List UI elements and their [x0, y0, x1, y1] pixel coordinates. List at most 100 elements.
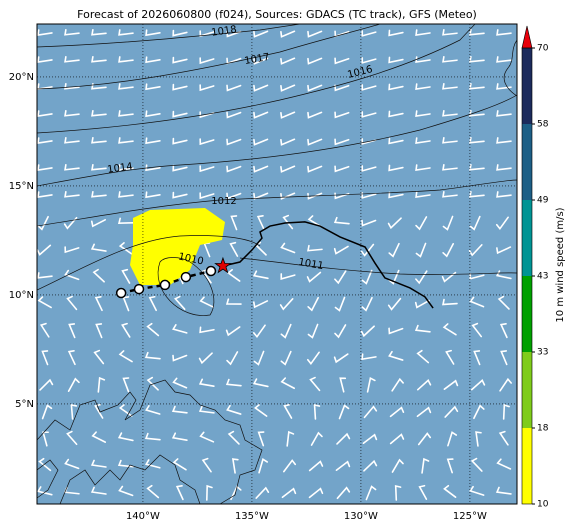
wind-barb [122, 377, 130, 393]
wind-barb [172, 56, 188, 64]
isobar-label: 1010 [177, 251, 204, 267]
wind-barb [470, 379, 486, 391]
wind-barb [365, 485, 377, 501]
wind-barb [172, 137, 188, 145]
wind-barb [91, 136, 107, 144]
colorbar-tick-label: 43 [537, 272, 548, 282]
wind-barb [307, 215, 322, 228]
wind-barb [334, 111, 350, 119]
wind-barb [499, 377, 512, 392]
wind-barb [118, 29, 134, 36]
wind-barb [94, 403, 104, 419]
wind-barb [361, 84, 377, 91]
past-position [133, 283, 145, 295]
wind-barb [67, 377, 80, 392]
wind-barb [256, 215, 265, 231]
wind-barb [92, 268, 105, 283]
wind-barb [68, 323, 76, 339]
colorbar-segment [522, 428, 532, 504]
wind-barb [198, 405, 215, 414]
graticule: 140°W 135°W 130°W 125°W 5°N 10°N 15°N 20°N [9, 24, 517, 522]
wind-barb [93, 349, 105, 365]
wind-barb [280, 350, 292, 366]
wind-barb [280, 377, 296, 390]
wind-barb [469, 55, 485, 63]
lon-tick-label: 130°W [344, 511, 378, 522]
wind-barb [306, 271, 322, 283]
wind-barb [334, 296, 346, 312]
wind-barb [473, 350, 481, 366]
wind-barb [226, 268, 241, 282]
wind-barb [282, 214, 294, 230]
wind-barb [37, 272, 53, 279]
wind-barb [252, 270, 269, 280]
wind-barb [145, 29, 161, 37]
wind-barb [388, 242, 400, 258]
wind-barb [442, 323, 457, 336]
wind-barb [252, 378, 269, 388]
isobar [37, 24, 476, 134]
wind-barb [391, 377, 404, 392]
wind-barb [37, 191, 53, 198]
wind-barb [121, 322, 131, 338]
wind-barb [199, 138, 215, 146]
wind-barb [388, 269, 400, 285]
wind-barb [145, 56, 161, 64]
wind-barb [70, 404, 78, 420]
wind-barb [226, 351, 239, 366]
wind-barb [225, 378, 242, 387]
wind-barb [64, 164, 80, 171]
wind-barb [366, 376, 376, 393]
wind-barb [97, 376, 106, 393]
wind-barb [172, 354, 188, 362]
wind-barb [442, 164, 458, 171]
colorbar-tick-label: 33 [537, 348, 548, 358]
wind-barb [253, 111, 269, 119]
wind-barb [417, 432, 432, 446]
wind-barb [279, 298, 294, 311]
wind-barb [64, 269, 80, 281]
wind-barb [468, 244, 483, 257]
colorbar-tick-label: 49 [537, 196, 549, 206]
wind-barb [90, 218, 107, 228]
coastline [59, 454, 201, 504]
wind-barb [415, 56, 431, 63]
isobar [37, 235, 261, 291]
wind-barb [172, 29, 188, 37]
wind-barb [387, 217, 402, 230]
isobar-label: 1017 [244, 52, 271, 67]
wind-barb [496, 137, 512, 144]
past-position [159, 279, 171, 291]
isobar [37, 24, 301, 48]
wind-barb [418, 484, 428, 500]
colorbar-tick-label: 18 [537, 424, 549, 434]
wind-barb [90, 243, 107, 252]
wind-barb [442, 191, 458, 198]
wind-barb [117, 432, 134, 442]
wind-barb [495, 270, 512, 280]
wind-barb [91, 163, 107, 171]
wind-barb [148, 295, 157, 312]
wind-barb [63, 216, 78, 230]
wind-barb [199, 326, 215, 334]
wind-barb [64, 56, 80, 63]
wind-barb [286, 430, 295, 447]
colorbar-segment [522, 200, 532, 276]
wind-barb [231, 458, 239, 474]
wind-barb [499, 323, 508, 339]
wind-barb [471, 322, 483, 338]
wind-barb [118, 137, 134, 144]
wind-barb [37, 296, 52, 309]
wind-barb [227, 430, 240, 445]
past-position [205, 265, 217, 277]
wind-barb [391, 458, 404, 473]
wind-barb [361, 57, 377, 64]
wind-barb [310, 431, 323, 446]
wind-barb [146, 322, 160, 337]
wind-barb [90, 486, 107, 495]
wind-barb [64, 458, 80, 470]
wind-barb [66, 295, 78, 311]
lat-tick-label: 5°N [15, 399, 34, 410]
wind-barb [333, 353, 349, 364]
